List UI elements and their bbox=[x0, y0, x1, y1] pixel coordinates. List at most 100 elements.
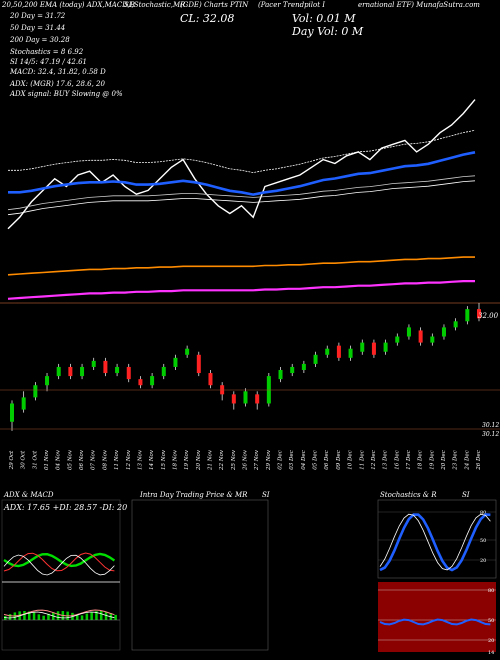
stoch-d-line bbox=[379, 513, 491, 571]
date-label: 20 Dec bbox=[441, 450, 447, 471]
adx-panel-values: ADX: 17.65 +DI: 28.57 -DI: 20 bbox=[4, 503, 128, 512]
ema200-line bbox=[7, 256, 475, 276]
macd-label: MACD: 32.4, 31.82, 0.58 D bbox=[10, 68, 106, 76]
date-label: 29 Oct bbox=[9, 450, 15, 470]
candle-body bbox=[278, 370, 283, 380]
date-label: 20 Nov bbox=[196, 449, 202, 471]
date-label: 19 Dec bbox=[429, 450, 435, 470]
volume-label: Vol: 0.01 M bbox=[292, 12, 356, 25]
stoch-axis-label: 80 bbox=[480, 510, 486, 516]
magenta-line bbox=[7, 280, 475, 300]
price-axis-top: 32.00 bbox=[478, 312, 499, 320]
candle-body bbox=[418, 330, 423, 343]
candle-body bbox=[383, 342, 388, 352]
intraday-panel bbox=[131, 499, 269, 651]
si-header: SI,Stochastic,MR bbox=[124, 1, 186, 9]
ema20-line bbox=[8, 151, 476, 196]
close-label: CL: 32.08 bbox=[180, 12, 235, 25]
adx-signal-label: ADX signal: BUY Slowing @ 0% bbox=[10, 90, 123, 98]
date-label: 18 Nov bbox=[172, 449, 178, 470]
candle-body bbox=[10, 403, 14, 422]
date-label: 21 Nov bbox=[207, 449, 213, 471]
candle-body bbox=[33, 385, 38, 398]
price-axis-low2: 30.12 bbox=[482, 431, 500, 438]
minus-di-line bbox=[3, 552, 115, 572]
candle-body bbox=[465, 309, 470, 322]
macd-histogram-bar bbox=[42, 615, 45, 620]
stoch-axis-label: 50 bbox=[480, 538, 486, 544]
candle-body bbox=[161, 366, 166, 377]
macd-histogram-bar bbox=[114, 614, 117, 620]
date-label: 12 Dec bbox=[371, 450, 377, 470]
rsi-line bbox=[379, 618, 491, 626]
ema50-line-a bbox=[7, 175, 476, 211]
macd-histogram-bar bbox=[80, 615, 84, 620]
stoch-panel-title: Stochastics & R bbox=[380, 491, 437, 499]
date-label: 06 Nov bbox=[79, 449, 85, 470]
rsi-axis-label: 50 bbox=[488, 618, 494, 624]
date-label: 31 Oct bbox=[32, 450, 38, 469]
macd-histogram-bar bbox=[37, 614, 41, 620]
candle-body bbox=[115, 366, 120, 374]
ema50-label: 50 Day = 31.44 bbox=[10, 24, 66, 32]
macd-histogram-bar bbox=[28, 611, 31, 620]
macd-line bbox=[3, 611, 115, 619]
date-label: 26 Nov bbox=[243, 449, 249, 471]
macd-histogram-bar bbox=[104, 611, 108, 620]
macd-histogram-bar bbox=[85, 613, 89, 620]
macd-histogram-bar bbox=[100, 611, 103, 620]
adx-label: ADX: (MGR) 17.6, 28.6, 20 bbox=[10, 80, 105, 88]
candle-body bbox=[477, 309, 481, 319]
date-label: 24 Dec bbox=[464, 450, 470, 471]
date-label: 27 Nov bbox=[254, 449, 260, 471]
plus-di-line bbox=[3, 552, 116, 568]
macd-histogram-bar bbox=[90, 612, 93, 620]
candle-body bbox=[150, 376, 155, 386]
price-line bbox=[7, 99, 476, 230]
candle-body bbox=[185, 348, 190, 355]
candle-body bbox=[336, 345, 341, 358]
candle-body bbox=[441, 327, 446, 337]
ema-header: 20,50,200 EMA (today) ADX,MACD,B bbox=[2, 1, 135, 9]
candle-body bbox=[45, 376, 50, 386]
ema20-label: 20 Day = 31.72 bbox=[10, 12, 66, 20]
date-label: 03 Dec bbox=[289, 450, 295, 470]
stoch-label: Stochastics = 8 6.92 bbox=[10, 48, 84, 56]
candle-body bbox=[91, 360, 96, 367]
macd-histogram-bar bbox=[47, 613, 50, 620]
date-label: 04 Dec bbox=[301, 450, 307, 470]
candle-body bbox=[103, 360, 108, 374]
candle-body bbox=[243, 391, 248, 404]
date-label: 22 Nov bbox=[219, 449, 225, 471]
date-label: 12 Nov bbox=[126, 449, 132, 470]
macd-histogram-bar bbox=[95, 611, 98, 620]
si-label: SI 14/5: 47.19 / 42.61 bbox=[10, 58, 87, 66]
date-label: 10 Dec bbox=[348, 450, 354, 470]
date-label: 08 Nov bbox=[102, 449, 108, 470]
date-label: 02 Dec bbox=[278, 450, 284, 470]
candle-body bbox=[56, 366, 61, 377]
date-label: 04 Nov bbox=[56, 449, 62, 470]
date-label: 19 Nov bbox=[184, 449, 190, 470]
stoch-panel bbox=[377, 499, 497, 579]
fund-name-2: ernational ETF) MunafaSutra.com bbox=[358, 1, 480, 9]
macd-histogram-bar bbox=[32, 612, 36, 620]
date-label: 05 Nov bbox=[67, 449, 73, 470]
candle-body bbox=[325, 348, 330, 355]
rsi-axis-label: 80 bbox=[488, 588, 494, 594]
date-label: 29 Nov bbox=[266, 449, 272, 471]
rsi-axis-label: 20 bbox=[488, 638, 494, 644]
candle-body bbox=[301, 363, 306, 370]
date-label: 01 Nov bbox=[44, 449, 50, 470]
date-label: 11 Nov bbox=[114, 449, 120, 470]
date-label: 15 Nov bbox=[161, 449, 167, 470]
adx-panel bbox=[1, 499, 121, 651]
si-panel-title: SI bbox=[262, 491, 270, 499]
stoch-axis-label: 20 bbox=[480, 558, 486, 564]
day-volume-label: Day Vol: 0 M bbox=[292, 25, 364, 38]
date-label: 05 Dec bbox=[313, 450, 319, 470]
date-label: 16 Dec bbox=[394, 450, 400, 470]
candle-body bbox=[126, 366, 131, 380]
candle-body bbox=[173, 357, 178, 367]
